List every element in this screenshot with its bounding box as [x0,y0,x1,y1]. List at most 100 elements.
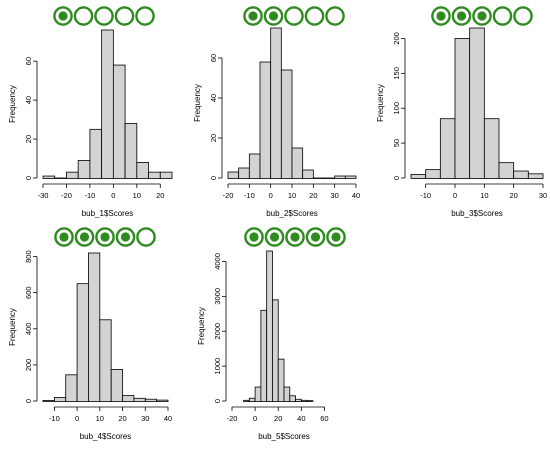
x-tick-label: 10 [480,191,488,200]
rating-circle-fill [248,11,258,21]
histogram-bar [110,369,123,402]
histogram-bar [283,386,291,402]
histogram-bar [54,177,67,179]
x-axis-title: bub_1$Scores [82,209,134,218]
y-tick-label: 0 [392,176,401,180]
x-axis-title: bub_5$Scores [258,432,310,441]
x-tick-label: 40 [164,414,172,423]
histogram-bar [312,177,325,179]
histogram-bar [513,170,529,179]
histogram-bar [66,171,79,179]
rating-circle [284,6,304,26]
y-tick-label: 3000 [213,288,222,305]
histogram-bar [289,395,296,402]
x-tick-label: -10 [49,414,60,423]
y-tick-label: 800 [24,250,33,263]
histogram-bar [425,169,441,179]
y-tick-label: 400 [24,323,33,336]
histogram-bar [53,396,67,402]
rating-circle [136,227,156,247]
histogram-bar [243,399,250,402]
histogram-bar [260,309,268,402]
x-tick-label: 20 [156,191,164,200]
histogram-bar [77,160,91,179]
histogram-bar [76,283,89,402]
rating-circle-fill [477,11,487,21]
y-tick-label: 4000 [213,253,222,270]
histogram-bar [527,173,544,179]
x-tick-label: 30 [141,414,149,423]
x-tick-label: 0 [253,414,257,423]
histogram-bar [306,400,314,402]
histogram-bar [454,38,471,179]
x-tick-label: 0 [269,191,273,200]
rating-circle-fill [436,11,446,21]
histogram-bar [136,162,149,179]
histogram-bar [277,358,285,402]
y-tick-label: 0 [24,399,33,403]
y-tick-label: 0 [24,176,33,180]
x-tick-label: 20 [509,191,517,200]
x-tick-label: -20 [61,191,72,200]
rating-circle-fill [456,11,467,21]
x-tick-label: 20 [118,414,126,423]
histogram-bar [266,250,273,402]
rating-circle-fill [268,11,279,21]
x-axis-title: bub_2$Scores [266,209,318,218]
rating-circle-fill [310,232,321,242]
x-tick-label: -10 [84,191,95,200]
histogram-bar [410,174,427,179]
rating-circle-fill [331,232,341,242]
histogram-bar [272,299,279,402]
histogram-bar [248,397,256,402]
histogram-bar [42,400,55,402]
histogram-bar [227,171,240,179]
y-tick-label: 600 [24,286,33,299]
rating-circle-fill [100,232,110,242]
x-tick-label: 10 [288,191,296,200]
x-tick-label: 0 [453,191,457,200]
histogram-bar [259,61,272,179]
y-tick-label: 60 [24,57,33,65]
histogram-panel-5: -20 0 20 40 60 0 1000 2000 3000 4000 bub_5$Scores F… [197,227,346,441]
rating-circle [114,6,135,26]
histogram-panel-4: -10 0 10 20 30 400200400600800bub_4$ScoresFre… [8,227,172,441]
histogram-bar [295,398,302,402]
y-tick-label: 40 [24,96,33,104]
x-axis-title: bub_3$Scores [451,209,503,218]
x-tick-label: -20 [227,414,238,423]
x-tick-label: 40 [352,191,360,200]
y-axis-title: Frequency [197,307,206,345]
histogram-bar [280,69,293,179]
histogram-bar [65,374,78,402]
y-tick-label: 200 [24,359,33,372]
x-tick-label: 0 [75,414,79,423]
histogram-bar [89,128,103,179]
y-axis-title: Frequency [193,84,202,122]
histogram-bar [88,252,101,402]
y-tick-label: 1000 [213,358,222,375]
histogram-bar [439,118,456,179]
y-tick-label: 20 [24,135,33,143]
histogram-bar [42,175,56,179]
histogram-bar [302,169,314,179]
y-tick-label: 0 [209,176,218,180]
y-tick-label: 50 [392,139,401,147]
histogram-bar [133,397,146,402]
histogram-bar [156,399,169,402]
y-axis-title: Frequency [8,308,17,346]
histogram-bar [483,118,500,179]
histogram-bar [323,177,336,179]
rating-circle [492,6,513,26]
x-tick-label: -30 [38,191,49,200]
histogram-bar [99,319,112,402]
x-tick-label: 30 [539,191,547,200]
y-tick-label: 150 [392,67,401,80]
rating-circle-fill [249,232,259,242]
histogram-bar [148,171,161,179]
y-tick-label: 200 [392,32,401,45]
x-tick-label: 10 [133,191,141,200]
histogram-bar [300,399,308,402]
histogram-bar [498,162,515,179]
